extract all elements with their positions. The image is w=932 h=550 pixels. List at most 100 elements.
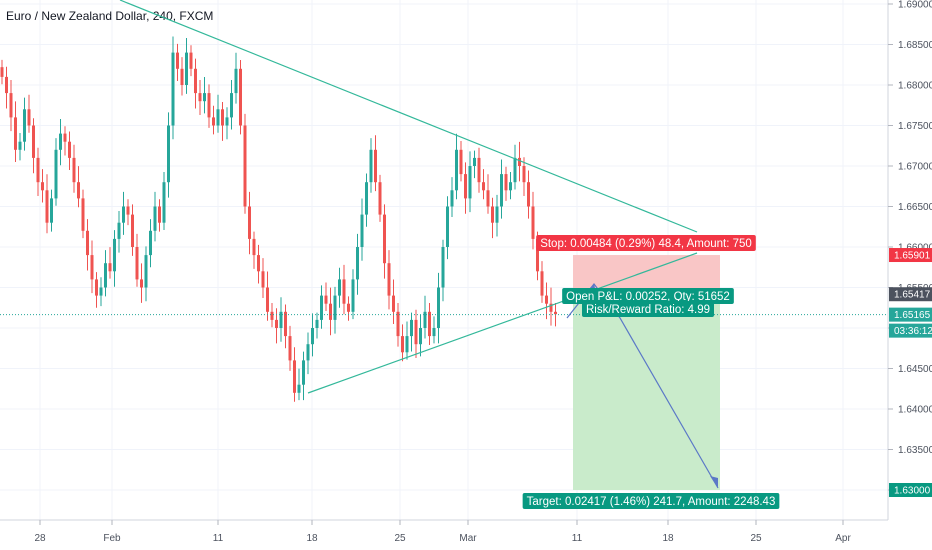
rr-label-bg <box>582 301 714 317</box>
candle-body <box>549 303 553 312</box>
x-tick-label: Apr <box>835 533 851 544</box>
candle-body <box>135 247 139 280</box>
y-tick-label: 1.68000 <box>898 81 932 92</box>
candle-body <box>342 279 346 304</box>
candle-body <box>252 238 256 256</box>
position-zones[interactable] <box>573 255 720 490</box>
candle-body <box>54 149 58 199</box>
candle-body <box>45 190 49 223</box>
candle-body <box>144 255 148 288</box>
target-label-bg <box>522 493 780 509</box>
candle-body <box>531 206 535 239</box>
x-tick-label: 25 <box>394 533 406 544</box>
candle-body <box>396 311 400 337</box>
candle-body <box>122 206 125 223</box>
x-tick-label: Mar <box>459 533 477 544</box>
upper-trendline <box>119 0 698 233</box>
y-tick-label: 1.66000 <box>898 243 932 254</box>
candle-body <box>27 109 31 126</box>
candle-body <box>9 93 13 118</box>
x-tick-label: 28 <box>34 533 46 544</box>
candle-body <box>446 206 449 247</box>
target-label: Target: 0.02417 (1.46%) 241.7, Amount: 2… <box>527 496 776 508</box>
candle-body <box>387 263 391 296</box>
price-tag-countdown <box>889 323 932 338</box>
candle-body <box>288 336 292 361</box>
candle-body <box>356 247 359 280</box>
x-tick-label: 18 <box>306 533 318 544</box>
candle-body <box>545 295 548 304</box>
price-tag-last-label: 1.65165 <box>894 310 931 321</box>
price-tag-stop-label: 1.65901 <box>894 251 931 262</box>
candle-body <box>77 182 80 199</box>
candle-body <box>95 279 98 296</box>
candle-body <box>293 360 296 393</box>
candle-body <box>360 214 364 247</box>
candle-body <box>401 336 404 353</box>
axes <box>0 0 889 521</box>
candle-body <box>450 190 454 207</box>
candle-body <box>284 311 287 337</box>
candle-body <box>333 295 337 320</box>
candle-body <box>176 52 179 69</box>
lower-trendline <box>307 252 698 394</box>
candle-body <box>72 157 76 183</box>
candle-body <box>486 190 490 207</box>
candle-body <box>198 93 202 102</box>
candle-body <box>275 319 278 328</box>
candle-body <box>221 109 224 126</box>
candle-body <box>63 133 67 142</box>
x-tick-label: 11 <box>572 533 583 544</box>
candle-body <box>441 247 445 288</box>
candle-body <box>162 182 166 223</box>
candle-body <box>90 255 94 280</box>
candle-body <box>428 311 431 337</box>
candle-body <box>243 125 247 207</box>
price-tag-entry <box>889 287 932 302</box>
candle-body <box>113 238 116 272</box>
candle-body <box>464 174 467 199</box>
candle-body <box>14 117 17 150</box>
candle-body <box>153 206 157 231</box>
candle-body <box>140 279 143 288</box>
pnl-label-bg <box>562 288 734 304</box>
candle-body <box>167 125 170 183</box>
candle-body <box>540 271 544 296</box>
candle-body <box>302 360 305 385</box>
candle-body <box>104 263 107 288</box>
candle-body <box>18 141 22 150</box>
pnl-label: Open P&L: 0.00252, Qty: 51652 <box>566 291 730 303</box>
candle-body <box>554 311 557 315</box>
y-tick-label: 1.64500 <box>898 364 932 375</box>
candle-body <box>329 303 332 320</box>
candle-body <box>180 68 184 85</box>
candle-body <box>86 230 89 256</box>
price-tag-last <box>889 307 932 322</box>
y-tick-label: 1.69000 <box>898 0 932 11</box>
candle-body <box>419 328 422 345</box>
candle-body <box>189 52 193 69</box>
candle-body <box>383 214 386 264</box>
candle-body <box>455 149 458 191</box>
candle-body <box>410 319 413 337</box>
candle-body <box>131 214 134 247</box>
candle-body <box>495 206 499 223</box>
candle-body <box>527 182 530 207</box>
candle-body <box>518 157 521 166</box>
candle-body <box>320 295 323 320</box>
price-tag-entry-label: 1.65417 <box>894 290 931 301</box>
candle-body <box>374 149 377 183</box>
candle-body <box>225 117 229 126</box>
candle-body <box>324 295 328 304</box>
candle-body <box>500 174 503 207</box>
candle-body <box>347 303 350 312</box>
candle-body <box>423 311 427 328</box>
candle-body <box>32 125 35 158</box>
candle-body <box>477 157 481 183</box>
candle-body <box>482 182 485 191</box>
candle-body <box>338 279 341 296</box>
candle-body <box>369 149 373 183</box>
candle-body <box>216 109 220 126</box>
candle-body <box>239 68 242 126</box>
